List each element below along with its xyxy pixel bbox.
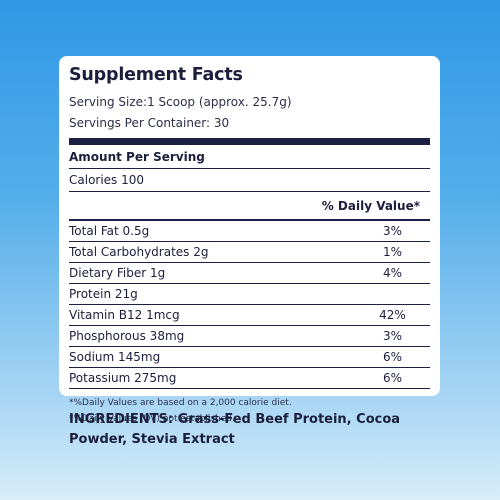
calories-label: Calories 100 [69, 173, 145, 187]
nutrient-name: Phosphorous 38mg [69, 329, 185, 343]
nutrient-name: Total Carbohydrates 2g [69, 245, 209, 259]
nutrient-name: Total Fat 0.5g [69, 224, 150, 238]
serving-size: Serving Size:1 Scoop (approx. 25.7g) [69, 95, 292, 109]
amount-per-serving-row: Amount Per Serving [69, 145, 430, 169]
thick-divider [69, 138, 430, 145]
nutrient-row: Dietary Fiber 1g 4% [69, 263, 430, 284]
nutrient-dv: 42% [379, 308, 406, 322]
daily-value-header-row: % Daily Value* [69, 192, 430, 221]
nutrient-name: Sodium 145mg [69, 350, 161, 364]
nutrient-row: Total Fat 0.5g 3% [69, 221, 430, 242]
footnotes: *%Daily Values are based on a 2,000 calo… [69, 389, 430, 427]
nutrient-dv: 4% [382, 266, 403, 280]
nutrient-row: Total Carbohydrates 2g 1% [69, 242, 430, 263]
nutrient-row: Potassium 275mg 6% [69, 368, 430, 389]
nutrient-name: Potassium 275mg [69, 371, 177, 385]
nutrient-row: Phosphorous 38mg 3% [69, 326, 430, 347]
nutrient-name: Dietary Fiber 1g [69, 266, 166, 280]
servings-per-container: Servings Per Container: 30 [69, 116, 230, 130]
amount-per-serving-label: Amount Per Serving [69, 149, 205, 164]
ingredients-text: INGREDIENTS: Grass-Fed Beef Protein, Coc… [69, 412, 401, 447]
nutrient-row: Sodium 145mg 6% [69, 347, 430, 368]
calories-row: Calories 100 [69, 169, 430, 192]
nutrient-name: Protein 21g [69, 287, 138, 301]
nutrient-dv: 3% [382, 329, 403, 343]
nutrient-row: Vitamin B12 1mcg 42% [69, 305, 430, 326]
footnote-calorie-diet: *%Daily Values are based on a 2,000 calo… [69, 398, 292, 408]
panel-title: Supplement Facts [69, 65, 243, 85]
supplement-facts-panel: Supplement Facts Serving Size:1 Scoop (a… [59, 56, 440, 424]
nutrient-name: Vitamin B12 1mcg [69, 308, 180, 322]
daily-value-header: % Daily Value* [321, 198, 420, 213]
nutrient-row: Protein 21g [69, 284, 430, 305]
footnote-dv-not-established: *%Daily Values (DV) not established. [69, 414, 235, 424]
nutrient-dv: 3% [382, 224, 403, 238]
nutrient-dv: 6% [382, 350, 403, 364]
nutrient-dv: 6% [382, 371, 403, 385]
nutrient-dv: 1% [382, 245, 403, 259]
